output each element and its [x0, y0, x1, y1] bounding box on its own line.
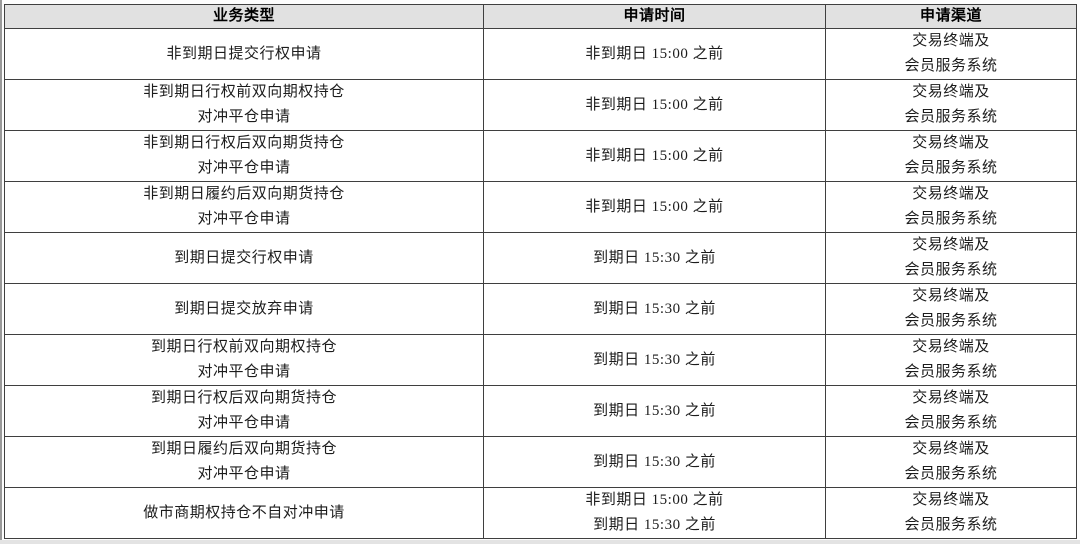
cell-line: 非到期日 15:00 之前 — [585, 147, 724, 164]
apply-time-cell: 非到期日 15:00 之前 — [483, 181, 826, 233]
table-row: 到期日行权后双向期货持仓 对冲平仓申请 到期日 15:30 之前 交易终端及会员服务系… — [4, 385, 1077, 437]
cell-line: 到期日 15:30 之前 — [593, 453, 716, 470]
business-type-cell: 非到期日提交行权申请 — [4, 28, 484, 80]
business-type-cell: 到期日提交放弃申请 — [4, 283, 484, 335]
cell-line: 交易终端及 — [912, 237, 990, 253]
cell-line: 交易终端及 — [912, 339, 990, 355]
cell-line: 到期日 15:30 之前 — [593, 402, 716, 419]
cell-line: 到期日行权后双向期货持仓 — [150, 390, 337, 406]
apply-time-cell: 到期日 15:30 之前 — [483, 385, 826, 437]
cell-line: 非到期日行权后双向期货持仓 — [143, 135, 345, 151]
cell-line: 会员服务系统 — [904, 58, 998, 74]
cell-line: 到期日行权前双向期权持仓 — [150, 339, 337, 355]
cell-line: 会员服务系统 — [904, 415, 998, 431]
business-type-cell: 非到期日行权前双向期权持仓 对冲平仓申请 — [4, 79, 484, 131]
business-type-cell: 到期日行权后双向期货持仓 对冲平仓申请 — [4, 385, 484, 437]
cell-line: 到期日提交放弃申请 — [174, 300, 314, 317]
cell-line: 交易终端及 — [912, 492, 990, 508]
application-rules-table: 业务类型 申请时间 申请渠道 非到期日提交行权申请 非到期日 15:00 之前 交易… — [4, 4, 1077, 539]
apply-time-cell: 到期日 15:30 之前 — [483, 283, 826, 335]
apply-channel-cell: 交易终端及会员服务系统 — [825, 232, 1077, 284]
apply-time-cell: 非到期日 15:00 之前 — [483, 28, 826, 80]
cell-line: 交易终端及 — [912, 441, 990, 457]
cell-line: 到期日 15:30 之前 — [593, 300, 716, 317]
apply-channel-cell: 交易终端及会员服务系统 — [825, 436, 1077, 488]
cell-line: 非到期日 15:00 之前 — [585, 198, 724, 215]
page-left-edge — [0, 0, 2, 544]
apply-channel-cell: 交易终端及会员服务系统 — [825, 28, 1077, 80]
apply-time-cell: 到期日 15:30 之前 — [483, 232, 826, 284]
apply-channel-cell: 交易终端及会员服务系统 — [825, 79, 1077, 131]
business-type-cell: 非到期日行权后双向期货持仓 对冲平仓申请 — [4, 130, 484, 182]
table-row: 做市商期权持仓不自对冲申请 非到期日 15:00 之前 到期日 15:30 之前 交易… — [4, 487, 1077, 539]
business-type-cell: 到期日行权前双向期权持仓 对冲平仓申请 — [4, 334, 484, 386]
cell-line: 非到期日行权前双向期权持仓 — [143, 84, 345, 100]
cell-line: 交易终端及 — [912, 186, 990, 202]
cell-line: 做市商期权持仓不自对冲申请 — [143, 504, 345, 521]
apply-channel-cell: 交易终端及会员服务系统 — [825, 130, 1077, 182]
header-apply-time: 申请时间 — [483, 4, 826, 29]
cell-line: 对冲平仓申请 — [197, 466, 291, 482]
cell-line: 非到期日 15:00 之前 — [585, 96, 724, 113]
header-apply-channel: 申请渠道 — [825, 4, 1077, 29]
cell-line: 交易终端及 — [912, 84, 990, 100]
cell-line: 交易终端及 — [912, 135, 990, 151]
business-type-cell: 到期日提交行权申请 — [4, 232, 484, 284]
cell-line: 交易终端及 — [912, 288, 990, 304]
apply-time-cell: 非到期日 15:00 之前 — [483, 79, 826, 131]
cell-line: 到期日 15:30 之前 — [593, 351, 716, 368]
cell-line: 非到期日 15:00 之前 — [585, 45, 724, 62]
cell-line: 非到期日 15:00 之前 — [585, 492, 724, 508]
cell-line: 对冲平仓申请 — [197, 109, 291, 125]
apply-channel-cell: 交易终端及会员服务系统 — [825, 385, 1077, 437]
apply-time-cell: 到期日 15:30 之前 — [483, 334, 826, 386]
apply-channel-cell: 交易终端及会员服务系统 — [825, 181, 1077, 233]
apply-time-cell: 非到期日 15:00 之前 到期日 15:30 之前 — [483, 487, 826, 539]
cell-line: 会员服务系统 — [904, 364, 998, 380]
cell-line: 到期日 15:30 之前 — [593, 249, 716, 266]
table-row: 到期日提交放弃申请 到期日 15:30 之前 交易终端及会员服务系统 — [4, 283, 1077, 335]
header-business-type: 业务类型 — [4, 4, 484, 29]
cell-line: 对冲平仓申请 — [197, 364, 291, 380]
table-row: 非到期日提交行权申请 非到期日 15:00 之前 交易终端及会员服务系统 — [4, 28, 1077, 80]
cell-line: 非到期日提交行权申请 — [166, 45, 322, 62]
table-row: 到期日履约后双向期货持仓 对冲平仓申请 到期日 15:30 之前 交易终端及会员服务系… — [4, 436, 1077, 488]
apply-channel-cell: 交易终端及会员服务系统 — [825, 283, 1077, 335]
apply-channel-cell: 交易终端及会员服务系统 — [825, 334, 1077, 386]
table-header: 业务类型 申请时间 申请渠道 — [4, 4, 1077, 29]
cell-line: 会员服务系统 — [904, 109, 998, 125]
cell-line: 非到期日履约后双向期货持仓 — [143, 186, 345, 202]
table-row: 到期日行权前双向期权持仓 对冲平仓申请 到期日 15:30 之前 交易终端及会员服务系… — [4, 334, 1077, 386]
cell-line: 对冲平仓申请 — [197, 415, 291, 431]
table-row: 非到期日行权前双向期权持仓 对冲平仓申请 非到期日 15:00 之前 交易终端及会员服… — [4, 79, 1077, 131]
apply-time-cell: 到期日 15:30 之前 — [483, 436, 826, 488]
table-row: 到期日提交行权申请 到期日 15:30 之前 交易终端及会员服务系统 — [4, 232, 1077, 284]
apply-channel-cell: 交易终端及会员服务系统 — [825, 487, 1077, 539]
cell-line: 会员服务系统 — [904, 466, 998, 482]
cell-line: 交易终端及 — [912, 390, 990, 406]
cell-line: 到期日提交行权申请 — [174, 249, 314, 266]
cell-line: 对冲平仓申请 — [197, 211, 291, 227]
cell-line: 会员服务系统 — [904, 262, 998, 278]
business-type-cell: 非到期日履约后双向期货持仓 对冲平仓申请 — [4, 181, 484, 233]
page-bottom-margin — [0, 540, 1080, 544]
cell-line: 到期日履约后双向期货持仓 — [150, 441, 337, 457]
cell-line: 交易终端及 — [912, 33, 990, 49]
table-row: 非到期日行权后双向期货持仓 对冲平仓申请 非到期日 15:00 之前 交易终端及会员服… — [4, 130, 1077, 182]
business-type-cell: 到期日履约后双向期货持仓 对冲平仓申请 — [4, 436, 484, 488]
cell-line: 会员服务系统 — [904, 313, 998, 329]
cell-line: 会员服务系统 — [904, 517, 998, 533]
cell-line: 会员服务系统 — [904, 160, 998, 176]
apply-time-cell: 非到期日 15:00 之前 — [483, 130, 826, 182]
table-row: 非到期日履约后双向期货持仓 对冲平仓申请 非到期日 15:00 之前 交易终端及会员服… — [4, 181, 1077, 233]
cell-line: 对冲平仓申请 — [197, 160, 291, 176]
header-row: 业务类型 申请时间 申请渠道 — [4, 4, 1077, 29]
table-body: 非到期日提交行权申请 非到期日 15:00 之前 交易终端及 会员服务系统 非到期日行权… — [4, 28, 1077, 539]
business-type-cell: 做市商期权持仓不自对冲申请 — [4, 487, 484, 539]
cell-line: 到期日 15:30 之前 — [593, 517, 716, 533]
cell-line: 会员服务系统 — [904, 211, 998, 227]
